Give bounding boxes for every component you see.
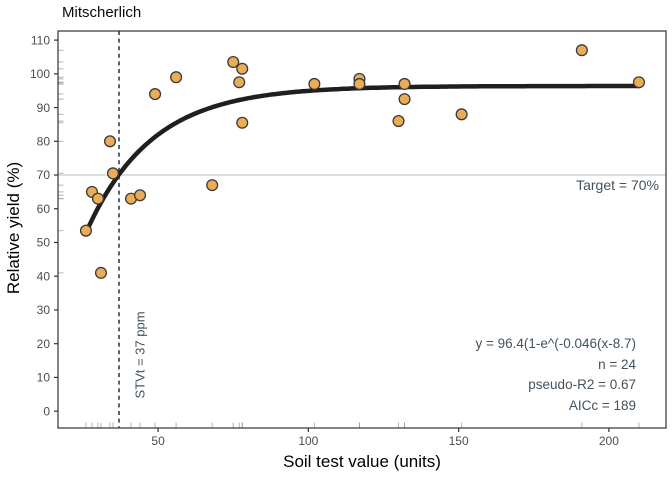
- fitted-curve: [83, 83, 642, 235]
- y-tick-label: 70: [37, 168, 51, 182]
- equation-text: y = 96.4(1-e^(-0.046(x-8.7): [475, 336, 636, 351]
- x-axis-title: Soil test value (units): [283, 452, 441, 471]
- data-point: [94, 266, 108, 279]
- y-tick-label: 40: [37, 269, 51, 283]
- data-point: [149, 88, 162, 101]
- y-tick-label: 50: [37, 236, 51, 250]
- x-tick-label: 50: [151, 434, 165, 448]
- data-point: [236, 62, 249, 75]
- fit-statistics: y = 96.4(1-e^(-0.046(x-8.7) n = 24 pseud…: [475, 334, 636, 416]
- y-tick-label: 110: [31, 33, 50, 47]
- pseudo-r2-text: pseudo-R2 = 0.67: [528, 377, 636, 392]
- data-point: [455, 108, 468, 121]
- data-point: [236, 116, 249, 129]
- data-point: [398, 77, 411, 91]
- data-point: [103, 135, 117, 148]
- x-tick-label: 100: [298, 434, 318, 448]
- chart-title: Mitscherlich: [62, 4, 142, 21]
- y-tick-label: 30: [37, 303, 51, 317]
- y-tick-label: 90: [37, 101, 51, 115]
- data-point: [353, 77, 366, 91]
- data-point: [91, 192, 105, 205]
- sample-size-text: n = 24: [598, 356, 636, 372]
- data-point: [79, 224, 93, 237]
- y-tick-label: 80: [37, 134, 51, 148]
- y-tick-label: 100: [30, 67, 50, 81]
- x-tick-label: 150: [449, 434, 469, 448]
- y-tick-label: 60: [37, 202, 51, 216]
- aicc-text: AICc = 189: [568, 397, 636, 413]
- stv-annotation: STVt = 37 ppm: [132, 311, 148, 399]
- y-tick-label: 10: [37, 371, 51, 385]
- data-point: [233, 76, 246, 89]
- data-point: [398, 93, 411, 106]
- panel-border: [57, 30, 667, 429]
- data-point: [392, 115, 405, 128]
- data-point: [575, 44, 588, 57]
- data-point: [227, 55, 240, 69]
- y-tick-label: 0: [43, 404, 50, 418]
- target-annotation: Target = 70%: [576, 177, 659, 193]
- y-axis-title: Relative yield (%): [4, 161, 23, 295]
- data-point: [133, 189, 147, 202]
- data-point: [106, 167, 120, 180]
- data-point: [632, 76, 646, 89]
- data-point: [170, 71, 183, 84]
- data-point: [308, 77, 321, 91]
- y-tick-label: 20: [37, 337, 51, 351]
- x-tick-label: 200: [599, 434, 619, 448]
- data-point: [206, 179, 219, 192]
